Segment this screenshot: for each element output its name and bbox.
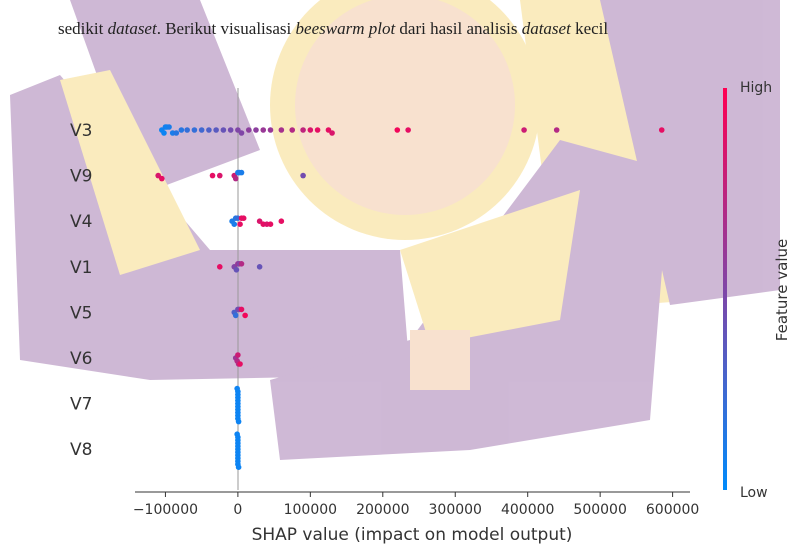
paragraph-run: kecil [571,19,609,38]
point [239,170,245,176]
x-tick-label: −100000 [133,502,198,518]
point [228,127,234,133]
point [234,267,240,273]
point [300,173,306,179]
row-label: V3 [70,121,92,141]
point [192,127,198,133]
point [268,127,274,133]
point [235,352,241,358]
point [239,130,245,136]
point [159,176,165,182]
point [289,127,295,133]
colorbar-label: Feature value [773,239,791,341]
point [329,130,335,136]
x-tick-label: 200000 [356,502,409,518]
point [217,173,223,179]
x-tick-label: 600000 [646,502,699,518]
point [236,464,242,470]
point [173,130,179,136]
point [199,127,205,133]
paragraph-run: dari hasil analisis [395,19,522,38]
row-label: V1 [70,258,92,278]
page: sedikit dataset. Berikut visualisasi bee… [0,0,792,548]
colorbar-low: Low [740,485,768,501]
row-label: V4 [70,212,92,232]
paragraph-run: sedikit [58,19,108,38]
point [206,127,212,133]
point [300,127,306,133]
point [279,218,285,224]
point [279,127,285,133]
x-tick-label: 100000 [284,502,337,518]
point [184,127,190,133]
point [253,127,259,133]
point [237,361,243,367]
paragraph-run: dataset [108,19,158,38]
point [217,264,223,270]
point [315,127,321,133]
point [405,127,411,133]
colorbar-high: High [740,80,772,96]
point [237,221,243,227]
point [260,127,266,133]
point [213,127,219,133]
paragraph-run: beeswarm plot [296,19,397,38]
paragraph-run: dataset [522,19,572,38]
point [246,127,252,133]
x-tick-label: 300000 [429,502,482,518]
x-tick-label: 0 [233,502,242,518]
point [233,313,239,319]
point [239,307,245,313]
point [166,124,172,130]
point [231,221,237,227]
point [394,127,400,133]
point [234,386,240,392]
row-label: V9 [70,167,92,187]
x-tick-label: 400000 [501,502,554,518]
point [242,313,248,319]
document-view: sedikit dataset. Berikut visualisasi bee… [0,0,792,548]
point [521,127,527,133]
point [161,130,167,136]
point [233,176,239,182]
paragraph: sedikit dataset. Berikut visualisasi bee… [58,19,608,38]
point [241,215,247,221]
point [308,127,314,133]
point [659,127,665,133]
point [221,127,227,133]
point [554,127,560,133]
row-label: V7 [70,395,92,415]
point [239,261,245,267]
x-axis-label: SHAP value (impact on model output) [252,525,573,545]
paragraph-run: . Berikut visualisasi [157,19,296,38]
watermark [10,0,780,460]
point [234,431,240,437]
point [236,419,242,425]
row-label: V5 [70,303,92,323]
colorbar [723,88,727,490]
point [257,264,263,270]
point [268,221,274,227]
row-label: V8 [70,440,92,460]
x-tick-label: 500000 [573,502,626,518]
row-label: V6 [70,349,92,369]
point [179,127,185,133]
point [210,173,216,179]
